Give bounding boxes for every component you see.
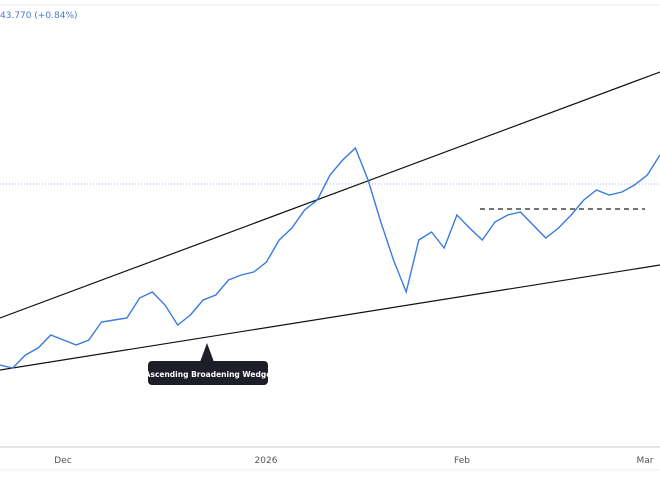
pattern-label: Ascending Broadening Wedge — [145, 370, 272, 379]
x-tick-label: Feb — [454, 456, 470, 466]
lower-wedge-trendline[interactable] — [0, 264, 660, 371]
callout-box — [148, 361, 268, 385]
x-tick-label: Mar — [637, 456, 654, 466]
callout-pointer — [200, 343, 214, 362]
price-series-line — [0, 146, 660, 369]
pattern-callout: Ascending Broadening Wedge — [145, 343, 272, 385]
x-tick-label: Dec — [54, 456, 71, 466]
x-tick-label: 2026 — [255, 456, 278, 466]
price-change: 43.770 (+0.84%) — [0, 11, 78, 21]
upper-wedge-trendline[interactable] — [0, 71, 660, 319]
